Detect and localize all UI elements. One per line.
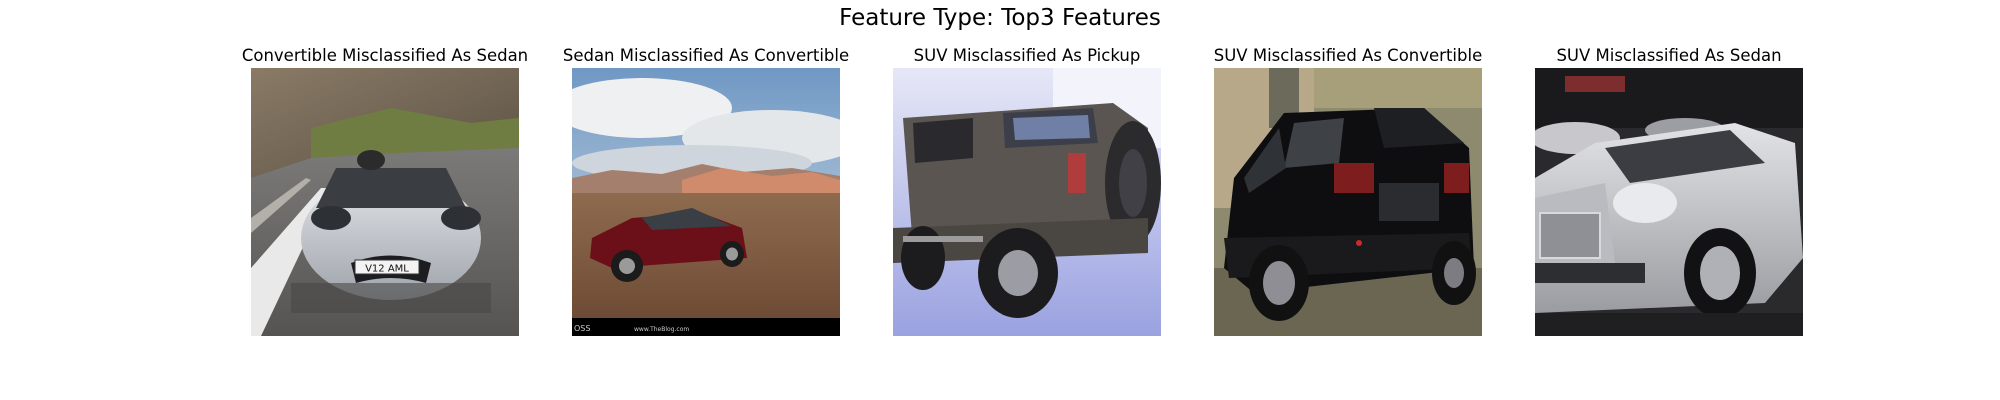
car-photo <box>1214 68 1482 336</box>
panel-title: SUV Misclassified As Convertible <box>1213 46 1483 65</box>
panel-title: SUV Misclassified As Sedan <box>1556 46 1782 65</box>
panel-title: SUV Misclassified As Pickup <box>913 46 1141 65</box>
watermark-right: www.TheBlog.com <box>634 326 689 333</box>
car-photo <box>893 68 1161 336</box>
car-photo <box>1535 68 1803 336</box>
figure-title: Feature Type: Top3 Features <box>839 5 1161 31</box>
license-plate: V12 AML <box>365 264 409 275</box>
car-photo: V12 AML <box>251 68 519 336</box>
car-photo: OSS www.TheBlog.com <box>572 68 840 336</box>
panel-title: Sedan Misclassified As Convertible <box>562 46 850 65</box>
watermark-left: OSS <box>574 324 590 333</box>
panel-title: Convertible Misclassified As Sedan <box>241 46 529 65</box>
